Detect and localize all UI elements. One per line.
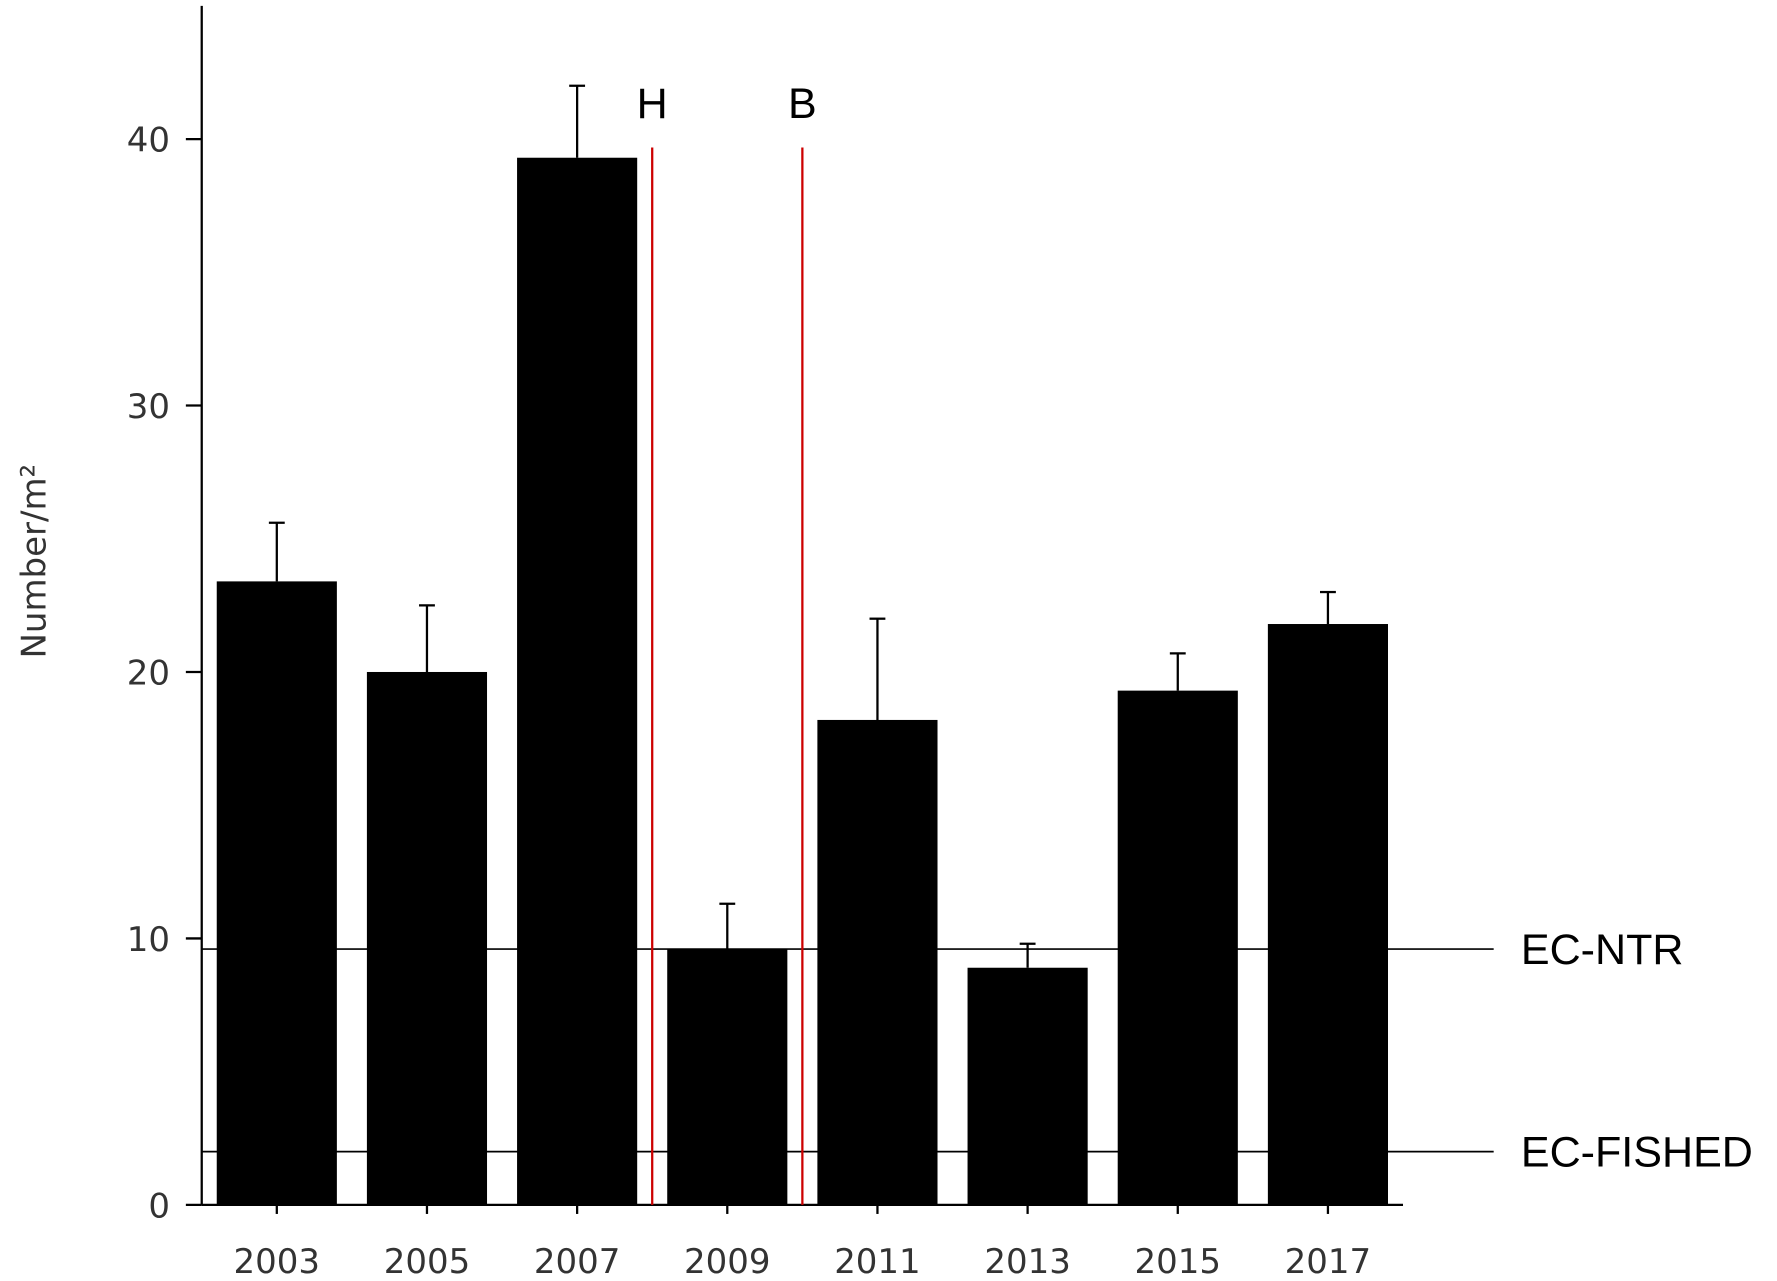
x-tick-label: 2005	[384, 1242, 470, 1281]
bar	[1117, 690, 1238, 1205]
bar	[216, 581, 337, 1205]
y-tick-label: 40	[127, 121, 170, 161]
x-tick-label: 2013	[984, 1242, 1071, 1281]
event-label: H	[637, 80, 668, 128]
x-tick-label: 2003	[234, 1242, 321, 1281]
bar	[667, 949, 788, 1205]
y-tick-label: 30	[127, 387, 170, 427]
bar	[967, 967, 1088, 1205]
x-tick-label: 2007	[534, 1242, 621, 1281]
x-tick-label: 2015	[1135, 1242, 1221, 1281]
event-label: B	[788, 80, 817, 128]
bar	[517, 157, 638, 1205]
reference-label: EC-FISHED	[1521, 1128, 1753, 1176]
bar	[366, 671, 488, 1205]
y-tick-label: 10	[127, 920, 170, 960]
x-tick-label: 2017	[1285, 1242, 1372, 1281]
y-tick-label: 20	[127, 653, 170, 693]
y-tick-label: 0	[148, 1186, 170, 1226]
reference-label: EC-NTR	[1521, 926, 1684, 974]
x-tick-label: 2009	[684, 1242, 771, 1281]
bar	[1267, 624, 1388, 1205]
x-tick-label: 2011	[834, 1242, 921, 1281]
y-axis-label: Number/m²	[14, 464, 54, 659]
bar	[817, 719, 938, 1205]
